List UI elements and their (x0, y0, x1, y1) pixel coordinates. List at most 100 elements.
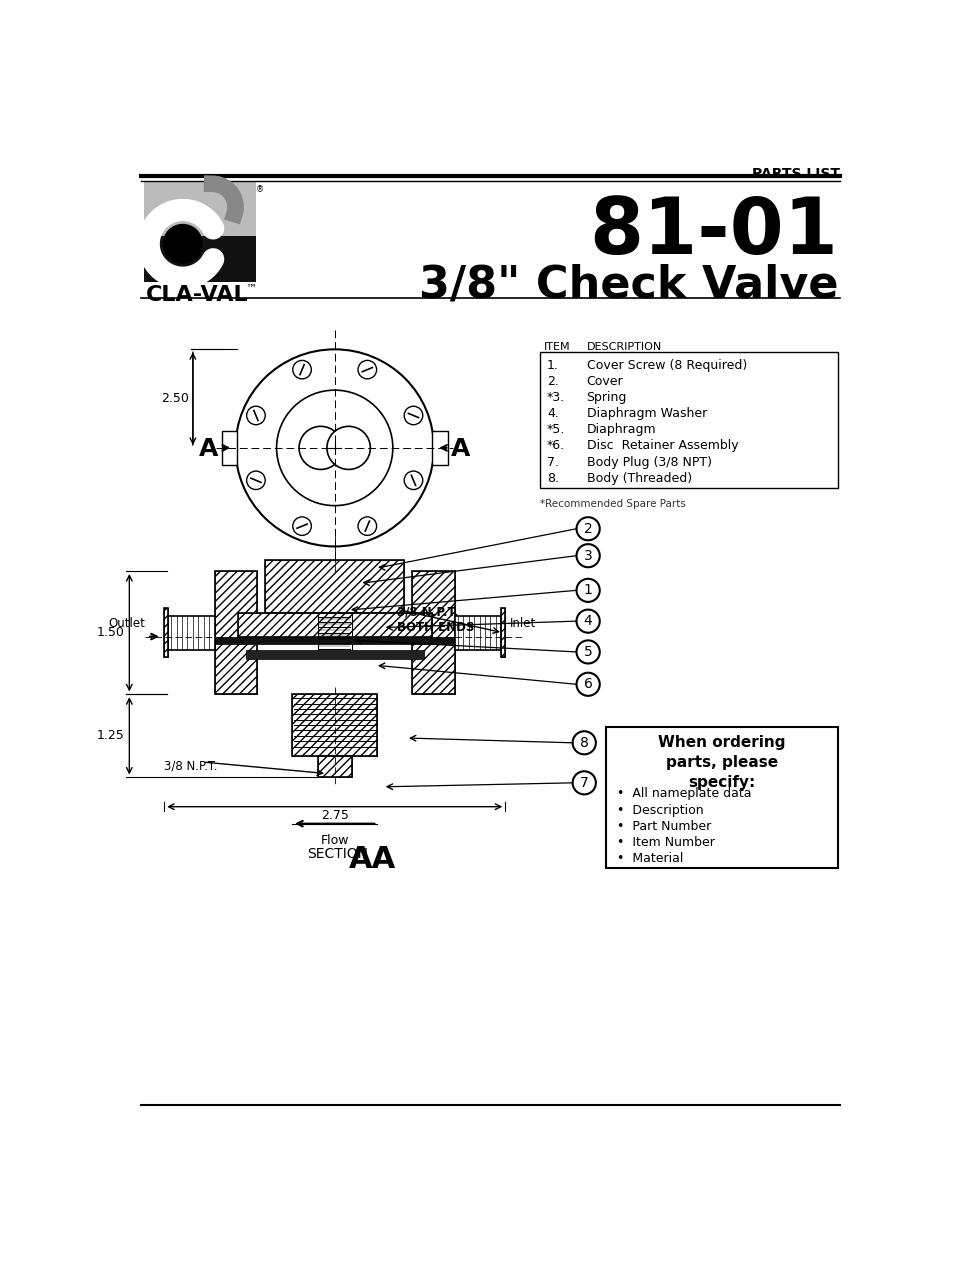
Text: Outlet: Outlet (109, 617, 146, 631)
Bar (214, 572, 257, 694)
Text: •  Part Number: • Part Number (617, 820, 710, 833)
Text: 3/8 N.P.T.: 3/8 N.P.T. (164, 760, 217, 772)
Text: Body (Threaded): Body (Threaded) (586, 472, 691, 485)
Text: •  All nameplate data: • All nameplate data (617, 787, 751, 800)
Circle shape (276, 390, 393, 506)
Text: Inlet: Inlet (509, 617, 536, 631)
Circle shape (576, 544, 599, 567)
Circle shape (327, 427, 370, 469)
Bar (317, 613, 352, 656)
Circle shape (247, 406, 265, 425)
Bar (500, 608, 505, 658)
Bar (237, 613, 431, 636)
Bar (245, 650, 423, 659)
Bar (144, 182, 256, 283)
Circle shape (298, 427, 342, 469)
Circle shape (576, 640, 599, 664)
Text: A: A (451, 438, 470, 462)
Text: Disc  Retainer Assembly: Disc Retainer Assembly (586, 439, 738, 452)
Circle shape (404, 406, 422, 425)
Bar (292, 694, 377, 756)
Bar (317, 756, 352, 777)
Text: 1: 1 (583, 583, 592, 597)
Text: •  Material: • Material (617, 852, 682, 866)
Bar (292, 694, 377, 756)
FancyBboxPatch shape (432, 430, 447, 464)
Text: 1.: 1. (546, 358, 558, 371)
Text: 8.: 8. (546, 472, 558, 485)
Bar (237, 613, 431, 636)
Text: 1.50: 1.50 (96, 626, 125, 639)
Bar (412, 572, 455, 694)
Text: *Recommended Spare Parts: *Recommended Spare Parts (539, 498, 685, 509)
Text: Diaphragm Washer: Diaphragm Washer (586, 408, 706, 420)
Circle shape (572, 731, 596, 755)
Text: Diaphragm: Diaphragm (586, 423, 656, 437)
Bar (605, 727, 838, 867)
Text: Cover: Cover (586, 375, 622, 387)
Text: •  Item Number: • Item Number (617, 835, 714, 849)
Text: 7.: 7. (546, 456, 558, 468)
Text: •  Description: • Description (617, 804, 702, 817)
Text: *5.: *5. (546, 423, 565, 437)
Text: Body Plug (3/8 NPT): Body Plug (3/8 NPT) (586, 456, 711, 468)
Text: *6.: *6. (546, 439, 564, 452)
Text: 4: 4 (583, 615, 592, 628)
Bar (412, 572, 455, 694)
Circle shape (576, 673, 599, 695)
Text: ™: ™ (245, 284, 256, 294)
Circle shape (572, 771, 596, 794)
Bar (144, 236, 256, 283)
Circle shape (293, 361, 311, 379)
Circle shape (576, 517, 599, 540)
Text: Cover Screw (8 Required): Cover Screw (8 Required) (586, 358, 746, 371)
Circle shape (293, 517, 311, 535)
Bar (317, 756, 352, 777)
Text: ®: ® (255, 186, 264, 194)
Text: PARTS LIST: PARTS LIST (751, 167, 840, 180)
Circle shape (357, 361, 376, 379)
Text: DESCRIPTION: DESCRIPTION (586, 342, 661, 352)
Text: 3/8 N.P.T.
BOTH ENDS: 3/8 N.P.T. BOTH ENDS (396, 606, 474, 634)
Bar (214, 572, 257, 694)
Circle shape (235, 350, 434, 546)
Bar (164, 608, 168, 658)
Text: 2: 2 (583, 521, 592, 536)
Text: Spring: Spring (586, 391, 626, 404)
FancyBboxPatch shape (221, 430, 236, 464)
Text: 6: 6 (583, 678, 592, 692)
Circle shape (404, 471, 422, 490)
Bar (164, 608, 168, 658)
Bar (168, 616, 214, 650)
Circle shape (576, 610, 599, 632)
Text: A: A (198, 438, 218, 462)
Text: 3/8" Check Valve: 3/8" Check Valve (418, 262, 838, 307)
Text: 2.: 2. (546, 375, 558, 387)
Bar (539, 352, 838, 488)
Bar (500, 608, 505, 658)
Circle shape (162, 223, 203, 264)
Text: 7: 7 (579, 776, 588, 790)
Text: ITEM: ITEM (543, 342, 570, 352)
Bar (195, 636, 474, 644)
Text: When ordering
parts, please
specify:: When ordering parts, please specify: (658, 734, 785, 790)
Text: AA: AA (348, 846, 395, 875)
Text: 81-01: 81-01 (589, 194, 838, 270)
Text: SECTION: SECTION (307, 847, 368, 861)
Text: 3: 3 (583, 549, 592, 563)
Bar (455, 616, 500, 650)
Circle shape (576, 579, 599, 602)
Circle shape (247, 471, 265, 490)
Text: 5: 5 (583, 645, 592, 659)
Text: 2.75: 2.75 (320, 809, 348, 823)
Text: *3.: *3. (546, 391, 564, 404)
Text: 8: 8 (579, 736, 588, 750)
Text: 4.: 4. (546, 408, 558, 420)
Text: CLA-VAL: CLA-VAL (146, 285, 249, 305)
Text: 2.50: 2.50 (161, 392, 189, 405)
Bar (265, 559, 404, 613)
Bar (265, 559, 404, 613)
Text: Flow: Flow (320, 834, 349, 847)
Text: 1.25: 1.25 (97, 729, 125, 742)
Circle shape (357, 517, 376, 535)
